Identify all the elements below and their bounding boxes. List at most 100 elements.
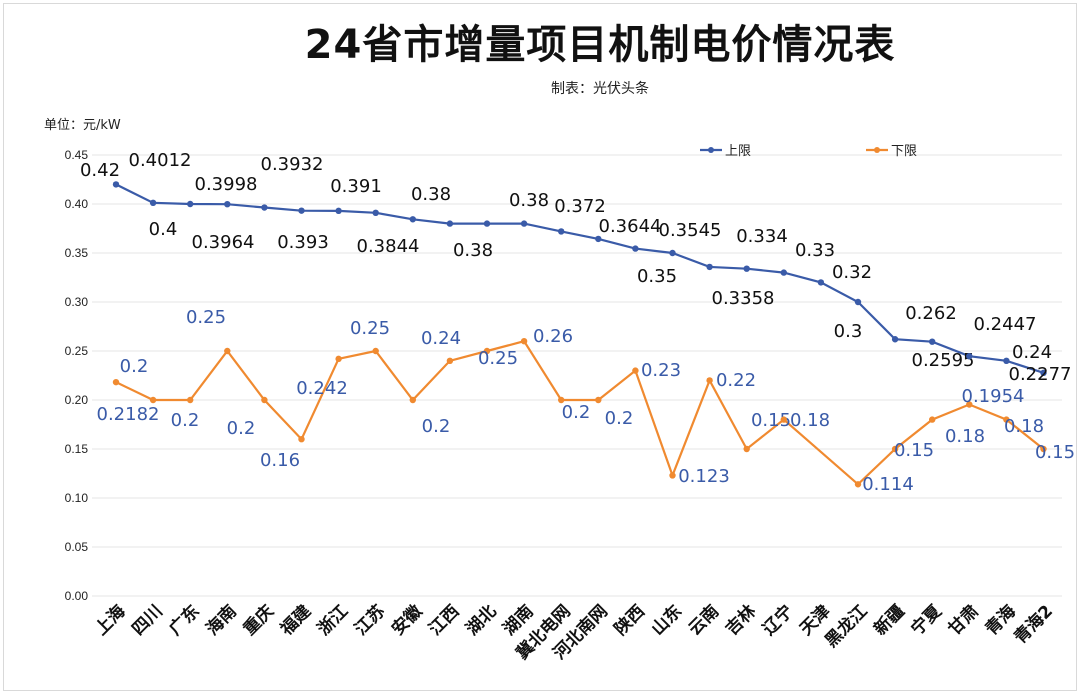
- data-point: [224, 200, 231, 208]
- data-label: 0.23: [641, 360, 681, 381]
- data-point: [409, 396, 416, 404]
- x-tick-label: 新疆: [870, 601, 909, 640]
- data-point: [706, 263, 713, 271]
- data-label: 0.25: [478, 348, 518, 369]
- data-point: [112, 378, 120, 386]
- y-tick-label: 0.15: [65, 442, 89, 456]
- x-tick-label: 安徽: [387, 600, 427, 640]
- data-point: [298, 207, 305, 214]
- data-point: [446, 220, 454, 227]
- data-point: [335, 355, 342, 363]
- data-point: [446, 357, 454, 364]
- data-label: 0.38: [411, 184, 451, 205]
- data-point: [520, 338, 528, 345]
- legend-label: 上限: [725, 144, 751, 159]
- data-label: 0.18: [945, 426, 985, 447]
- data-point: [780, 416, 787, 423]
- y-tick-label: 0.00: [65, 589, 89, 603]
- data-label: 0.18: [1004, 416, 1044, 437]
- data-label: 0.3998: [195, 174, 258, 195]
- series-line-upper: [115, 183, 1044, 374]
- unit-label: 单位：元/kW: [44, 118, 121, 133]
- data-label: 0.1954: [962, 386, 1025, 407]
- data-point: [1003, 357, 1010, 364]
- data-point: [372, 347, 379, 355]
- data-point: [520, 220, 528, 227]
- data-point: [409, 216, 416, 223]
- y-tick-label: 0.45: [65, 148, 89, 162]
- data-point: [743, 445, 750, 453]
- data-label: 0.334: [736, 226, 788, 247]
- legend-marker: [874, 147, 880, 153]
- data-label: 0.15: [751, 410, 791, 431]
- data-point: [780, 269, 787, 276]
- data-label: 0.32: [832, 262, 872, 283]
- data-point: [854, 298, 862, 306]
- data-point: [891, 336, 899, 343]
- data-point: [595, 396, 602, 404]
- data-point: [335, 207, 342, 215]
- x-tick-label: 江苏: [350, 601, 389, 640]
- data-point: [1003, 416, 1010, 423]
- x-tick-label: 福建: [275, 601, 315, 641]
- x-tick-label: 黑龙江: [821, 601, 872, 652]
- y-tick-label: 0.20: [65, 393, 89, 407]
- data-label: 0.2: [422, 416, 451, 437]
- x-tick-label: 重庆: [239, 601, 278, 640]
- data-label: 0.2: [120, 356, 149, 377]
- x-tick-label: 青海2: [1010, 601, 1057, 648]
- data-label: 0.2: [562, 402, 591, 423]
- chart-subtitle: 制表：光伏头条: [551, 81, 649, 97]
- data-label: 0.3964: [192, 232, 255, 253]
- data-label: 0.38: [509, 190, 549, 211]
- data-point: [187, 200, 194, 208]
- x-tick-label: 陕西: [610, 601, 649, 640]
- x-tick-label: 广东: [165, 601, 204, 640]
- data-label: 0.3844: [357, 236, 420, 257]
- x-tick-label: 吉林: [721, 601, 760, 640]
- data-point: [743, 265, 750, 272]
- x-tick-label: 宁夏: [907, 600, 947, 640]
- data-point: [632, 367, 639, 374]
- x-tick-label: 四川: [128, 601, 166, 639]
- data-label: 0.2: [605, 408, 634, 429]
- data-label: 0.25: [350, 318, 390, 339]
- data-label: 0.15: [894, 440, 934, 461]
- data-label: 0.18: [790, 410, 830, 431]
- data-point: [483, 347, 491, 355]
- data-point: [224, 347, 231, 355]
- y-tick-label: 0.35: [65, 246, 89, 260]
- y-tick-label: 0.25: [65, 344, 89, 358]
- data-label: 0.3932: [261, 154, 324, 175]
- data-label: 0.3545: [659, 220, 722, 241]
- data-point: [1040, 369, 1047, 377]
- data-point: [483, 220, 491, 227]
- data-point: [706, 377, 713, 384]
- data-point: [669, 472, 676, 479]
- chart-title: 24省市增量项目机制电价情况表: [304, 22, 896, 68]
- y-tick-label: 0.30: [65, 295, 89, 309]
- y-tick-label: 0.05: [65, 540, 89, 554]
- data-label: 0.22: [716, 370, 756, 391]
- data-point: [558, 228, 565, 235]
- data-label: 0.42: [80, 160, 120, 181]
- data-label: 0.24: [1012, 342, 1052, 363]
- data-point: [929, 416, 936, 423]
- x-tick-label: 海南: [202, 601, 241, 640]
- x-tick-label: 江西: [425, 601, 463, 639]
- data-point: [372, 209, 379, 217]
- data-point: [854, 481, 862, 488]
- x-tick-label: 云南: [684, 601, 723, 640]
- data-point: [558, 396, 565, 404]
- data-point: [261, 396, 268, 404]
- data-label: 0.26: [533, 326, 573, 347]
- y-tick-label: 0.10: [65, 491, 89, 505]
- data-label: 0.391: [330, 176, 382, 197]
- data-label: 0.2: [227, 418, 256, 439]
- data-point: [261, 204, 268, 211]
- data-label: 0.2277: [1009, 364, 1072, 385]
- data-label: 0.2447: [974, 314, 1037, 335]
- data-point: [632, 245, 639, 252]
- data-label: 0.38: [453, 240, 493, 261]
